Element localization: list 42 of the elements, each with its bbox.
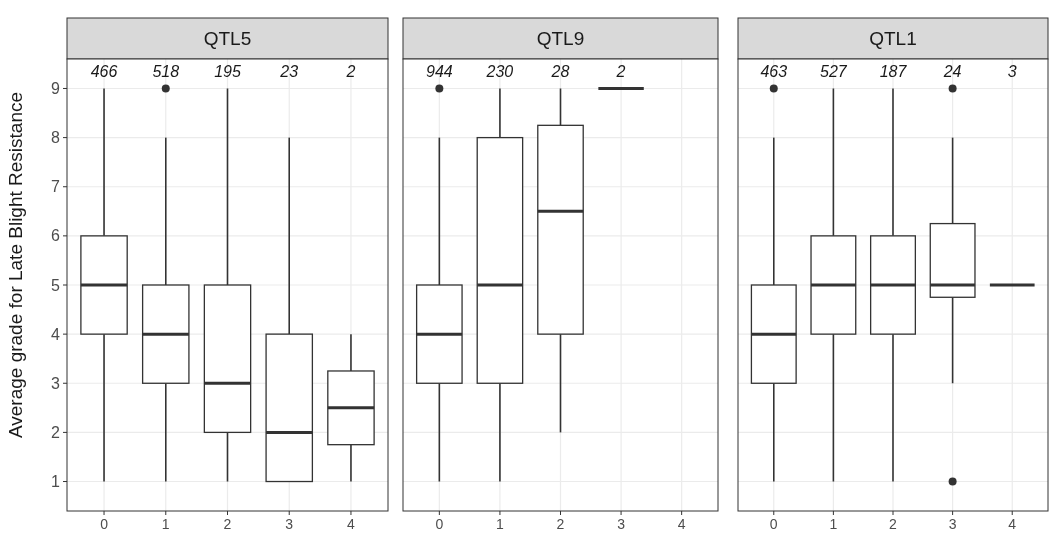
x-tick-label: 4 xyxy=(1008,516,1017,532)
y-tick-label: 6 xyxy=(51,227,61,245)
annotation: 24 xyxy=(942,62,962,80)
annotation: 23 xyxy=(279,62,299,80)
y-tick-label: 7 xyxy=(51,178,61,196)
x-tick-label: 4 xyxy=(677,516,686,532)
annotation: 28 xyxy=(550,62,570,80)
y-tick-label: 8 xyxy=(51,129,61,147)
annotation: 230 xyxy=(485,62,514,80)
x-tick-label: 4 xyxy=(347,516,356,532)
annotation: 466 xyxy=(90,62,118,80)
annotation: 2 xyxy=(345,62,356,80)
x-tick-label: 2 xyxy=(556,516,565,532)
chart-title: QTL9 xyxy=(536,28,585,50)
y-tick-label: 1 xyxy=(51,473,61,491)
x-tick-label: 3 xyxy=(617,516,626,532)
y-axis-title: Average grade for Late Blight Resistance xyxy=(5,91,26,439)
annotation: 463 xyxy=(760,62,788,80)
x-tick-label: 0 xyxy=(769,516,778,532)
y-tick-label: 4 xyxy=(51,325,61,343)
x-tick-label: 3 xyxy=(285,516,294,532)
y-tick-label: 5 xyxy=(51,276,61,294)
annotation: 2 xyxy=(615,62,626,80)
annotation: 195 xyxy=(214,62,241,80)
y-tick-label: 2 xyxy=(51,423,61,441)
chart-title: QTL5 xyxy=(203,28,252,50)
annotation: 944 xyxy=(425,62,453,80)
annotation: 187 xyxy=(879,62,908,80)
x-tick-label: 1 xyxy=(161,516,170,532)
x-tick-label: 1 xyxy=(829,516,838,532)
y-tick-label: 9 xyxy=(51,80,61,98)
y-tick-label: 3 xyxy=(51,374,61,392)
annotation: 3 xyxy=(1007,62,1017,80)
x-tick-label: 0 xyxy=(435,516,444,532)
chart-title: QTL1 xyxy=(869,28,917,50)
x-tick-label: 1 xyxy=(496,516,505,532)
x-tick-label: 0 xyxy=(100,516,109,532)
annotation: 518 xyxy=(152,62,180,80)
x-tick-label: 2 xyxy=(889,516,898,532)
annotation: 527 xyxy=(820,62,848,80)
x-tick-label: 2 xyxy=(223,516,232,532)
x-tick-label: 3 xyxy=(948,516,957,532)
